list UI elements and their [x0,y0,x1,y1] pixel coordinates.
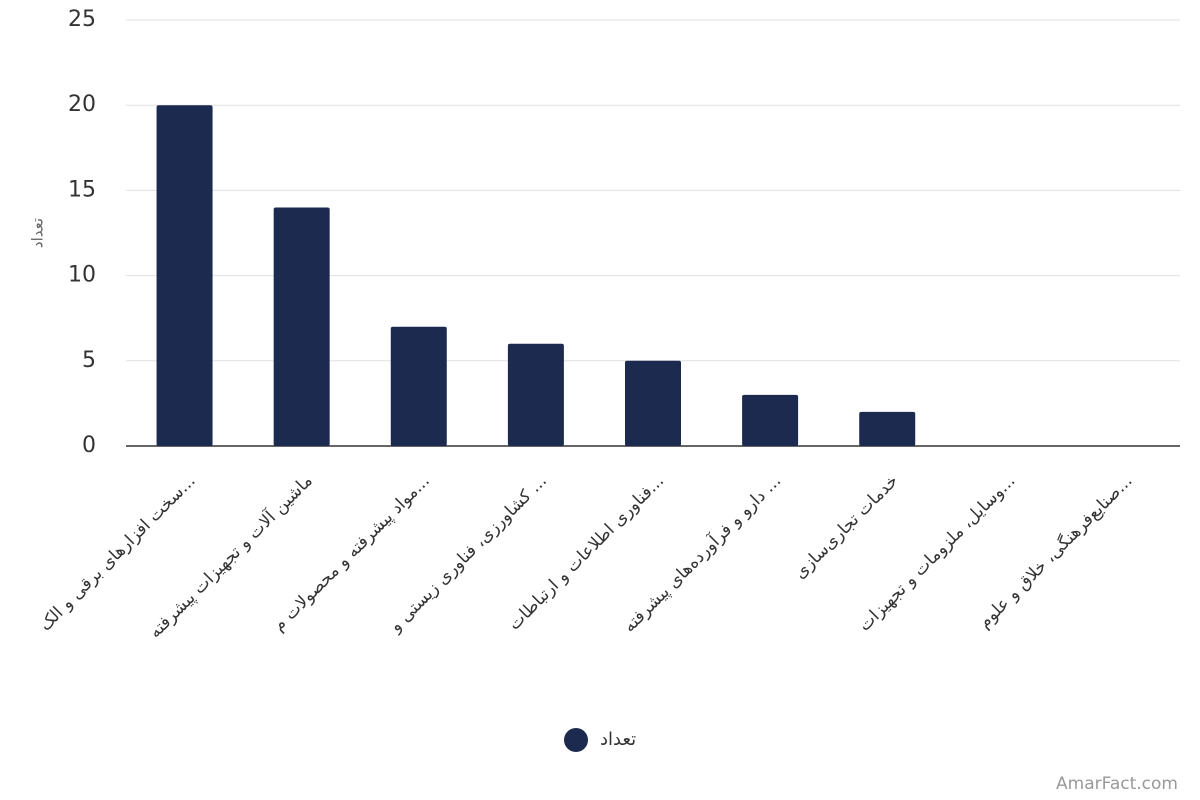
x-tick-label: خدمات تجاری‌سازی [790,471,902,583]
bar [273,207,330,446]
y-axis-title: تعداد [29,218,47,248]
bar [742,394,799,446]
y-tick-label: 15 [68,177,96,202]
y-tick-label: 10 [68,263,96,288]
bar [390,326,447,446]
y-tick-label: 5 [82,348,96,373]
watermark: AmarFact.com [1056,774,1178,794]
bar [859,411,916,446]
bar [625,360,681,446]
bar [156,105,213,446]
legend-marker [564,728,588,752]
bar [507,343,564,446]
y-tick-label: 0 [82,433,96,458]
y-tick-label: 20 [68,92,96,117]
legend-label: تعداد [600,729,636,750]
y-tick-label: 25 [68,7,96,32]
